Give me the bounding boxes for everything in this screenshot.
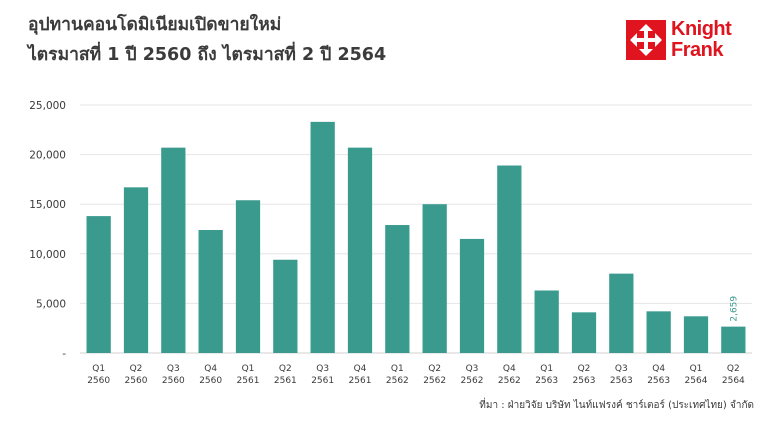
- x-tick-label-year: 2562: [461, 376, 484, 386]
- bar: [609, 273, 634, 353]
- y-tick-label: 20,000: [29, 150, 66, 162]
- bar: [161, 147, 186, 353]
- bar: [273, 259, 298, 353]
- y-tick-label: 15,000: [29, 199, 66, 211]
- bar: [534, 290, 559, 353]
- bar: [347, 147, 373, 353]
- x-tick-label-quarter: Q4: [503, 364, 516, 374]
- x-tick-label-year: 2564: [722, 376, 745, 386]
- x-tick-label-year: 2562: [498, 376, 521, 386]
- chart-title-line-1: อุปทานคอนโดมิเนียมเปิดขายใหม่: [28, 15, 282, 35]
- x-tick-label-quarter: Q2: [727, 364, 740, 374]
- data-label: 2,659: [729, 296, 739, 322]
- x-tick-label-year: 2563: [647, 376, 670, 386]
- bar: [571, 312, 597, 353]
- x-tick-label-year: 2564: [685, 376, 708, 386]
- x-tick-label-quarter: Q3: [466, 364, 479, 374]
- source-note: ที่มา : ฝ่ายวิจัย บริษัท ไนท์แฟรงค์ ชาร์…: [479, 400, 754, 411]
- bar: [721, 326, 746, 353]
- knight-frank-logo: Knight Frank: [626, 18, 756, 66]
- y-tick-label: -: [62, 348, 66, 360]
- knight-frank-logo-icon: [626, 20, 666, 60]
- y-tick-label: 5,000: [36, 298, 66, 310]
- x-tick-label-quarter: Q1: [540, 364, 553, 374]
- x-tick-label-quarter: Q3: [316, 364, 329, 374]
- bar: [310, 121, 335, 353]
- x-tick-label-year: 2561: [349, 376, 372, 386]
- x-tick-label-year: 2560: [125, 376, 148, 386]
- x-tick-label-quarter: Q2: [279, 364, 292, 374]
- x-tick-label-year: 2563: [573, 376, 596, 386]
- bar: [385, 225, 410, 353]
- logo-text-frank: Frank: [671, 39, 723, 61]
- bar: [459, 238, 485, 353]
- bar: [86, 216, 111, 353]
- x-tick-label-year: 2562: [386, 376, 409, 386]
- x-tick-label-quarter: Q2: [428, 364, 441, 374]
- x-tick-label-year: 2561: [274, 376, 297, 386]
- x-tick-label-quarter: Q4: [354, 364, 367, 374]
- x-tick-label-quarter: Q3: [167, 364, 180, 374]
- bar: [422, 204, 447, 353]
- bar: [123, 187, 149, 353]
- x-tick-label-quarter: Q1: [690, 364, 703, 374]
- x-tick-label-quarter: Q2: [130, 364, 143, 374]
- bar: [683, 316, 709, 353]
- x-tick-label-year: 2560: [162, 376, 185, 386]
- x-tick-label-year: 2561: [237, 376, 260, 386]
- x-tick-label-quarter: Q1: [92, 364, 105, 374]
- bar: [235, 200, 261, 353]
- x-tick-label-quarter: Q1: [391, 364, 404, 374]
- x-tick-label-year: 2563: [535, 376, 558, 386]
- chart-title-line-2: ไตรมาสที่ 1 ปี 2560 ถึง ไตรมาสที่ 2 ปี 2…: [28, 45, 387, 65]
- x-tick-label-quarter: Q4: [204, 364, 217, 374]
- x-tick-label-quarter: Q2: [578, 364, 591, 374]
- y-tick-label: 10,000: [29, 249, 66, 261]
- bar: [198, 229, 223, 353]
- x-tick-label-quarter: Q4: [652, 364, 665, 374]
- bar: [497, 165, 522, 353]
- x-tick-label-year: 2563: [610, 376, 633, 386]
- chart-title: อุปทานคอนโดมิเนียมเปิดขายใหม่ ไตรมาสที่ …: [28, 10, 386, 70]
- x-tick-label-year: 2561: [311, 376, 334, 386]
- x-tick-label-quarter: Q1: [242, 364, 255, 374]
- x-tick-label-year: 2560: [199, 376, 222, 386]
- x-tick-label-year: 2560: [87, 376, 110, 386]
- bar: [646, 311, 671, 353]
- logo-text-knight: Knight: [671, 18, 732, 40]
- x-tick-label-year: 2562: [423, 376, 446, 386]
- logo-wordmark: Knight Frank: [671, 18, 732, 61]
- x-tick-label-quarter: Q3: [615, 364, 628, 374]
- y-tick-label: 25,000: [29, 100, 66, 112]
